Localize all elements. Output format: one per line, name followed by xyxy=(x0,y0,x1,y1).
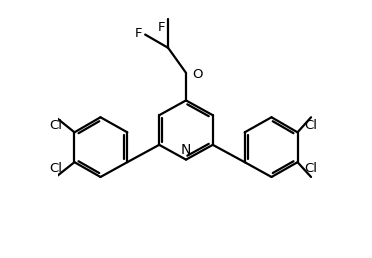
Text: F: F xyxy=(135,27,142,40)
Text: Cl: Cl xyxy=(305,162,318,175)
Text: N: N xyxy=(181,143,191,157)
Text: F: F xyxy=(158,21,166,34)
Text: O: O xyxy=(192,68,203,81)
Text: Cl: Cl xyxy=(49,162,62,175)
Text: Cl: Cl xyxy=(49,119,62,132)
Text: Cl: Cl xyxy=(305,119,318,132)
